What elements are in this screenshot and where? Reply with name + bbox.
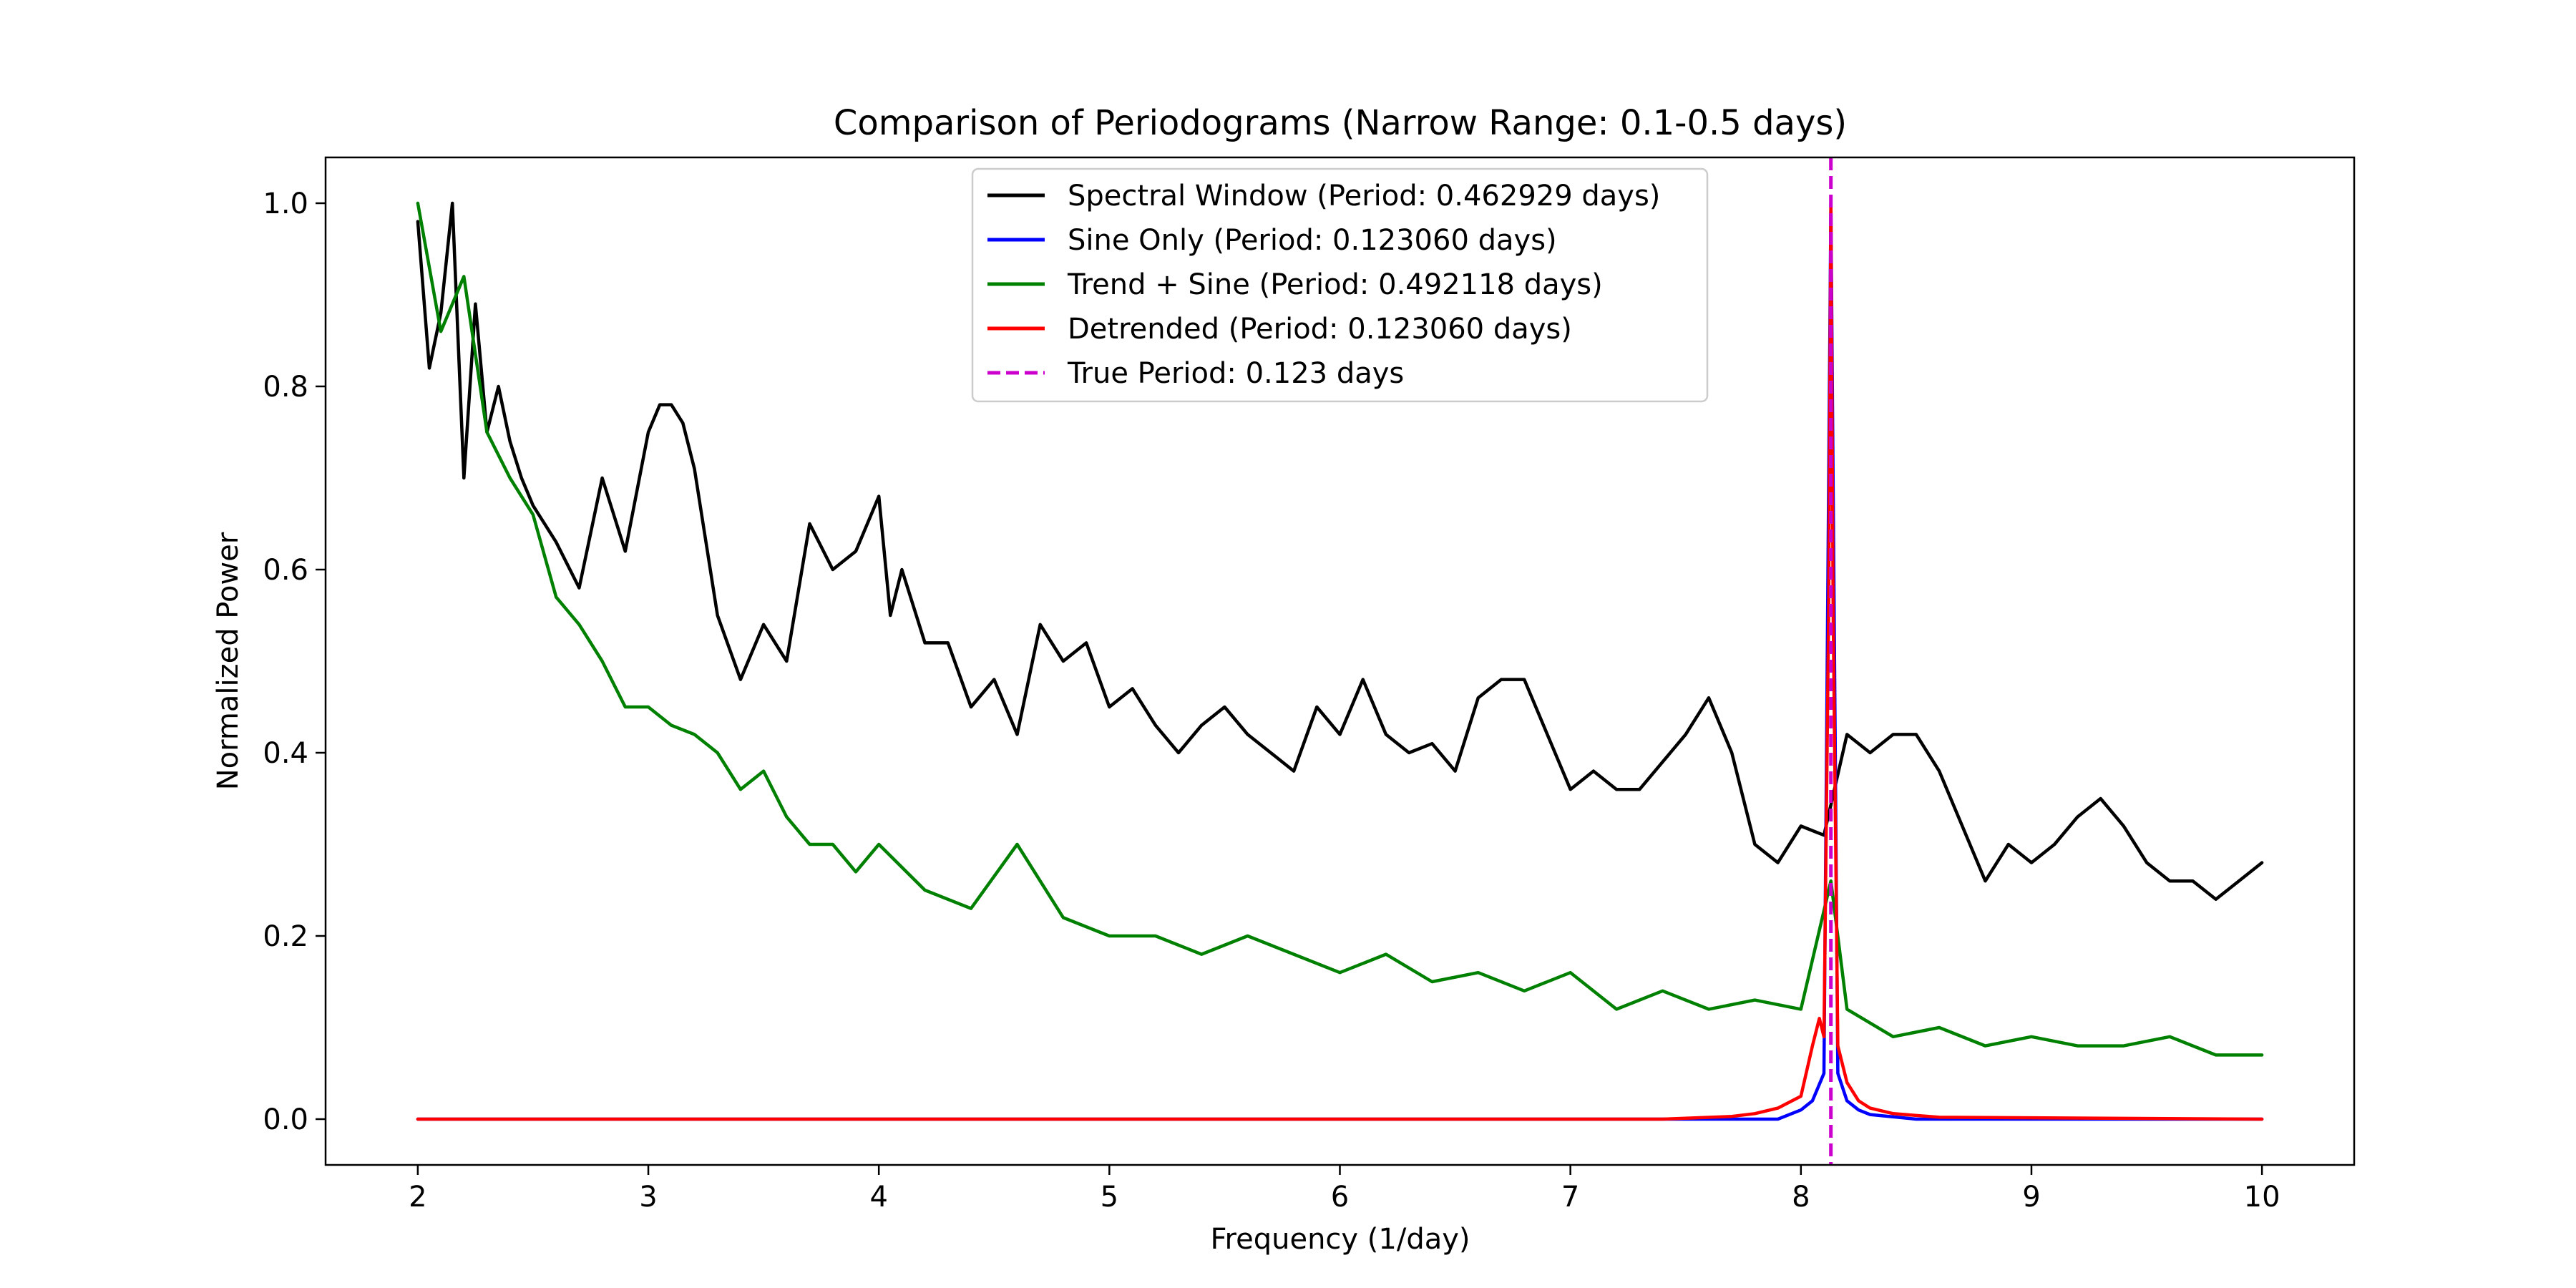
legend-box — [971, 167, 1709, 403]
legend: Spectral Window (Period: 0.462929 days) S… — [971, 167, 1709, 403]
x-tick-label: 5 — [1101, 1181, 1118, 1214]
y-tick-label: 0.4 — [263, 737, 308, 770]
x-tick-label: 7 — [1561, 1181, 1579, 1214]
y-tick-label: 1.0 — [263, 187, 308, 220]
series-line-spectral-window-period-0-462929-days — [416, 201, 2264, 902]
x-tick-label: 9 — [2022, 1181, 2040, 1214]
x-tick-label: 2 — [409, 1181, 426, 1214]
y-axis: 0.0 0.2 0.4 0.6 0.8 1.0 — [263, 187, 326, 1136]
y-tick-label: 0.2 — [263, 920, 308, 953]
plot-area: 2 3 4 5 6 7 8 9 10 0.0 0.2 0.4 0.6 0.8 1.0 — [263, 156, 2356, 1214]
y-axis-label: Normalized Power — [212, 532, 245, 790]
y-tick-label: 0.8 — [263, 371, 308, 404]
legend-label: Sine Only (Period: 0.123060 days) — [1068, 224, 1557, 257]
series-line-trend-sine-period-0-492118-days — [416, 201, 2264, 1057]
x-axis: 2 3 4 5 6 7 8 9 10 — [409, 1165, 2280, 1214]
x-axis-label: Frequency (1/day) — [1210, 1223, 1470, 1256]
x-tick-label: 8 — [1792, 1181, 1810, 1214]
chart-title: Comparison of Periodograms (Narrow Range… — [834, 103, 1847, 143]
legend-label: Trend + Sine (Period: 0.492118 days) — [1067, 268, 1603, 301]
legend-label: Spectral Window (Period: 0.462929 days) — [1068, 180, 1660, 213]
series-layer — [416, 157, 2264, 1165]
legend-label: True Period: 0.123 days — [1067, 357, 1404, 390]
x-tick-label: 3 — [639, 1181, 657, 1214]
y-tick-label: 0.0 — [263, 1103, 308, 1136]
x-tick-label: 10 — [2244, 1181, 2280, 1214]
x-tick-label: 4 — [869, 1181, 887, 1214]
y-tick-label: 0.6 — [263, 554, 308, 587]
legend-label: Detrended (Period: 0.123060 days) — [1068, 313, 1572, 346]
x-tick-label: 6 — [1331, 1181, 1349, 1214]
series-line-detrended-period-0-123060-days — [416, 201, 2264, 1121]
